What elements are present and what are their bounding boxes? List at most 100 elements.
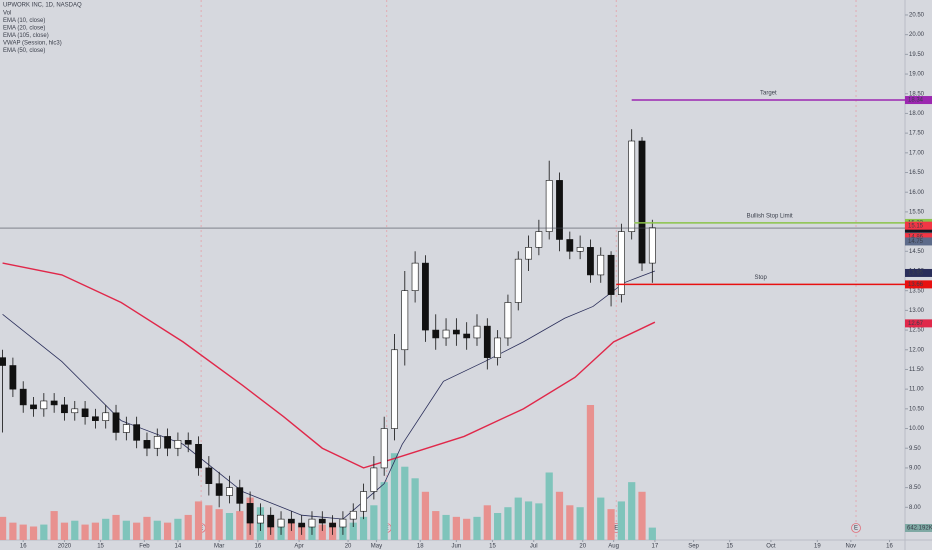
volume-bar [174, 518, 182, 540]
volume-bar [215, 509, 223, 540]
candle-body [380, 428, 388, 469]
candle-body [483, 325, 491, 358]
candle-body [349, 510, 357, 520]
x-tick-label: Jun [452, 544, 462, 550]
y-tick-label: 9.00 [909, 465, 921, 471]
volume-bar [81, 524, 89, 540]
volume-bar [597, 497, 605, 540]
volume-bar [60, 522, 69, 540]
y-tick-label: 12.50 [909, 328, 925, 334]
volume-bar [19, 524, 27, 540]
candle-body [133, 424, 141, 441]
level-price-box [905, 96, 932, 105]
volume-bar [112, 514, 120, 540]
candle-body [318, 518, 326, 524]
candle-body [638, 140, 646, 264]
volume-bar [184, 514, 192, 540]
level-price-label: 18.34 [908, 98, 924, 104]
x-tick-label: 16 [20, 544, 27, 550]
candle-body [277, 518, 285, 528]
y-tick-label: 8.50 [909, 485, 921, 491]
indicator-label: EMA (10, close) [3, 18, 45, 24]
volume-bar [473, 516, 481, 540]
volume-bar [318, 524, 326, 540]
candle-body [19, 388, 27, 406]
volume-bar [287, 522, 295, 540]
candle-body [30, 404, 37, 410]
indicator-label: Vol [3, 11, 11, 17]
candle-body [246, 503, 254, 524]
y-tick-label: 10.00 [909, 426, 925, 432]
y-tick-label: 17.50 [909, 131, 925, 137]
y-tick-label: 15.50 [909, 209, 925, 215]
indicator-label: EMA (50, close) [3, 48, 45, 54]
volume-bar [566, 505, 574, 540]
candle-body [391, 349, 398, 429]
volume-bar [225, 513, 234, 540]
candle-body [71, 408, 79, 414]
volume-bar [91, 522, 100, 540]
x-tick-label: 17 [652, 544, 659, 550]
volume-bar [380, 482, 388, 540]
price-box [905, 268, 932, 277]
candle-body [308, 518, 316, 528]
y-tick-label: 17.00 [909, 150, 925, 156]
candle-body [102, 412, 110, 421]
candle-body [504, 302, 512, 339]
volume-bar [411, 478, 419, 540]
volume-bar [607, 509, 615, 540]
y-tick-label: 14.50 [909, 249, 925, 255]
candle-body [463, 333, 471, 339]
volume-bar [40, 524, 48, 540]
candle-body [184, 440, 192, 445]
volume-value-label: 642.192K [907, 526, 932, 532]
candle-body [648, 227, 656, 264]
candle-body [628, 140, 636, 232]
y-tick-label: 18.50 [909, 91, 925, 97]
candle-body [514, 258, 522, 303]
candle-body [92, 416, 99, 421]
x-tick-label: 18 [417, 544, 424, 550]
volume-bar [514, 497, 522, 540]
volume-bar [163, 522, 172, 540]
x-tick-label: Aug [608, 544, 619, 550]
candle-body [545, 180, 553, 232]
candle-body [50, 400, 58, 406]
price-label: 13.95 [908, 271, 924, 277]
y-tick-label: 12.00 [909, 347, 925, 353]
volume-bar [648, 527, 656, 540]
candle-body [122, 424, 130, 433]
volume-bar [390, 453, 399, 540]
y-tick-label: 10.50 [909, 406, 925, 412]
candle-body [267, 514, 275, 528]
price-box [905, 221, 932, 230]
volume-bar [102, 518, 110, 540]
candle-body [195, 443, 202, 469]
candle-body [597, 254, 605, 276]
candle-body [9, 365, 17, 390]
x-tick-label: 2020 [58, 544, 72, 550]
x-tick-label: 20 [579, 544, 586, 550]
x-tick-label: Mar [214, 544, 224, 550]
y-tick-label: 20.00 [909, 32, 925, 38]
x-tick-label: Sep [688, 544, 699, 550]
volume-bar [524, 501, 533, 540]
candle-body [422, 262, 429, 331]
volume-bar [535, 503, 543, 540]
chart-title: UPWORK INC, 1D, NASDAQ [3, 3, 82, 9]
x-tick-label: Apr [294, 544, 303, 550]
candle-body [61, 404, 68, 414]
candle-body [473, 325, 481, 339]
volume-bar [401, 466, 409, 540]
volume-bar [9, 522, 17, 540]
volume-bar [555, 491, 564, 540]
indicator-label: EMA (105, close) [3, 33, 49, 39]
price-box [905, 233, 932, 242]
volume-bar [504, 507, 512, 540]
y-tick-label: 19.50 [909, 52, 925, 58]
price-box [905, 237, 932, 246]
volume-bar [29, 526, 38, 540]
